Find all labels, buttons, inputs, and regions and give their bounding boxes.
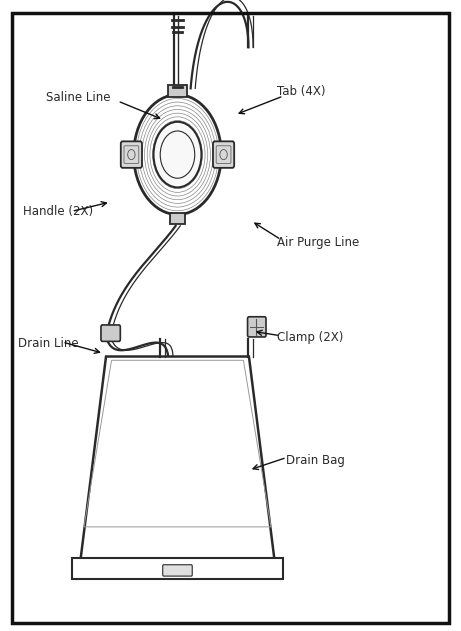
Circle shape [155,124,200,186]
FancyBboxPatch shape [163,565,192,576]
FancyBboxPatch shape [248,317,266,337]
FancyBboxPatch shape [101,325,120,341]
FancyBboxPatch shape [170,213,185,224]
Text: Drain Line: Drain Line [18,338,79,350]
FancyBboxPatch shape [213,141,234,168]
Text: Saline Line: Saline Line [46,91,111,104]
Text: Drain Bag: Drain Bag [286,454,345,467]
Text: Tab (4X): Tab (4X) [277,85,325,98]
Circle shape [136,97,219,212]
Text: Clamp (2X): Clamp (2X) [277,331,343,344]
FancyBboxPatch shape [121,141,142,168]
Polygon shape [72,558,283,579]
Polygon shape [81,357,274,558]
FancyBboxPatch shape [168,85,187,97]
Text: Air Purge Line: Air Purge Line [277,237,359,249]
Text: Handle (2X): Handle (2X) [23,205,93,218]
